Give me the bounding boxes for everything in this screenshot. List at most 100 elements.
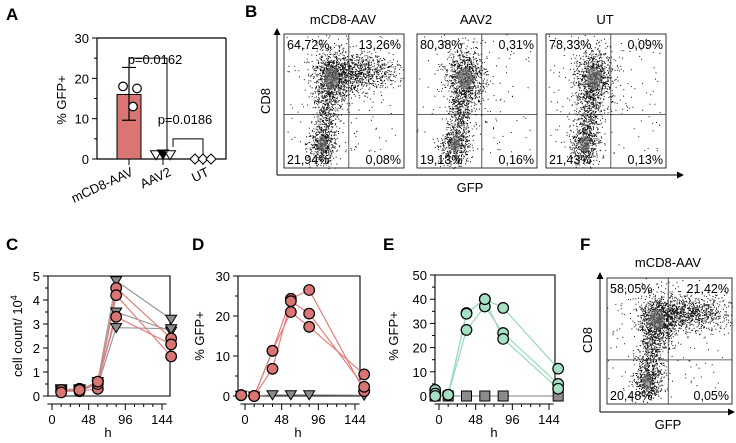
b-mcd8-aav-quadrant-lr: 0,08% — [366, 153, 401, 167]
c-data-point-mcd8-aav — [165, 338, 178, 351]
e-series-line-mcd8-aav — [434, 298, 559, 396]
f-mcd8-aav-quadrant-ul: 58,05% — [610, 282, 652, 296]
a-y-tick-label: 10 — [75, 112, 89, 127]
d-data-point-mcd8-aav — [358, 380, 371, 393]
b-aav2-quadrant-ur: 0,31% — [499, 38, 534, 52]
c-x-tick-label: 48 — [81, 412, 95, 427]
d-series-line-mcd8-aav — [241, 311, 365, 397]
a-category-label: UT — [189, 164, 211, 185]
panel-a-bar-chart: % GFP+ p=0.0162 p=0.0186 mCD8-AAV AAV2 U… — [54, 31, 227, 206]
f-mcd8-aav-quadrant-lr: 0,05% — [694, 389, 729, 403]
f-plot-title: mCD8-AAV — [635, 255, 702, 270]
a-data-point — [163, 150, 177, 161]
panel-b-flow-plots: CD8 GFP mCD8-AAV AAV2 UT 64,72% 13,26% 21,… — [258, 12, 684, 195]
e-data-point-mcd8-aav — [552, 382, 565, 395]
c-data-point-aav2 — [109, 323, 123, 334]
a-pvalue-1: p=0.0162 — [128, 52, 183, 67]
b-aav2-quadrant-lr: 0,16% — [499, 153, 534, 167]
e-series-line-mcd8-aav — [435, 305, 559, 396]
a-significance-bracket — [128, 57, 168, 153]
d-y-tick-label: 0 — [223, 389, 230, 404]
b-y-axis-label: CD8 — [258, 88, 273, 114]
b-aav2-density-core — [457, 67, 473, 89]
b-ut-density-core — [579, 135, 590, 152]
b-ut-plot-box — [545, 33, 667, 169]
panel-label-c: C — [6, 235, 18, 254]
e-data-point-ut — [461, 390, 472, 402]
d-x-axis-label: h — [294, 425, 301, 440]
b-ut-events-scatter — [548, 34, 661, 169]
b-mcd8-aav-quadrant-ur: 13,26% — [359, 38, 401, 52]
b-x-arrow-icon — [677, 171, 684, 179]
d-x-tick-label: 96 — [311, 412, 325, 427]
e-data-point-mcd8-aav — [460, 324, 473, 336]
a-data-point — [149, 150, 163, 161]
c-plot-frame — [47, 275, 171, 397]
panel-f-flow-plot: CD8 GFP mCD8-AAV 58,05% 21,42% 20,48% 0,05% — [580, 255, 735, 432]
c-x-tick-label: 144 — [151, 412, 173, 427]
c-y-axis-label-text: cell count/ 10 — [10, 300, 25, 377]
c-y-tick-label: 4 — [33, 293, 40, 308]
a-data-point — [132, 83, 142, 94]
b-mcd8-aav-quadrant-ul: 64,72% — [287, 38, 329, 52]
c-data-point-mcd8-aav — [110, 289, 123, 302]
e-x-tick-label: 0 — [435, 412, 442, 427]
a-pvalue-2: p=0.0186 — [158, 112, 213, 127]
d-data-point-mcd8-aav — [248, 390, 261, 402]
f-mcd8-aav-density-core — [649, 309, 665, 330]
b-mcd8-aav-events-scatter — [286, 35, 404, 169]
d-series-line-mcd8-aav — [241, 289, 365, 397]
e-y-tick-label: 0 — [420, 389, 427, 404]
b-plot-title: mCD8-AAV — [310, 12, 377, 27]
b-ut-density-core — [586, 67, 602, 89]
d-y-axis-label: % GFP+ — [192, 311, 207, 361]
panel-label-d: D — [192, 235, 204, 254]
f-x-axis-label: GFP — [655, 417, 682, 432]
b-ut-quadrant-lr: 0,13% — [628, 153, 663, 167]
e-x-tick-label: 96 — [505, 412, 519, 427]
d-data-point-mcd8-aav — [235, 389, 248, 402]
a-y-axis-label: % GFP+ — [54, 75, 69, 125]
d-plot-frame — [237, 275, 361, 397]
c-data-point-mcd8-aav — [73, 384, 86, 396]
d-x-tick-label: 48 — [274, 412, 288, 427]
e-data-point-mcd8-aav — [460, 307, 473, 320]
c-data-point-aav2 — [164, 324, 178, 335]
b-ut-quadrant-ul: 78,33% — [549, 38, 591, 52]
b-plot-title: AAV2 — [460, 12, 492, 27]
b-ut-quadrant-ll: 21,43% — [549, 153, 591, 167]
panel-label-a: A — [6, 5, 18, 24]
e-data-point-ut — [497, 390, 509, 402]
panel-e-line-chart: % GFP+ h 0 10 20 30 40 50 0 48 96 144 — [386, 268, 565, 440]
e-x-tick-label: 144 — [538, 412, 560, 427]
b-y-arrow-icon — [273, 28, 281, 35]
b-aav2-quadrant-ul: 80,38% — [420, 38, 462, 52]
d-data-point-mcd8-aav — [266, 362, 279, 375]
c-y-tick-label: 0 — [33, 389, 40, 404]
b-x-axis-label: GFP — [457, 180, 484, 195]
b-axes — [276, 34, 678, 176]
f-mcd8-aav-density-core — [642, 373, 652, 389]
c-y-axis-label-exponent: 4 — [9, 295, 19, 300]
d-data-point-mcd8-aav — [358, 368, 371, 381]
d-data-point-mcd8-aav — [284, 306, 297, 318]
e-data-point-mcd8-aav — [552, 362, 565, 375]
c-y-tick-label: 5 — [33, 269, 40, 284]
c-data-point-mcd8-aav — [110, 310, 123, 323]
c-y-tick-label: 3 — [33, 317, 40, 332]
d-data-point-aav2 — [302, 390, 316, 401]
b-plot-title: UT — [596, 12, 613, 27]
d-data-point-aav2 — [266, 390, 279, 401]
panel-label-f: F — [580, 235, 590, 254]
c-y-tick-label: 1 — [33, 365, 40, 380]
c-y-tick-label: 2 — [33, 341, 40, 356]
d-data-point-mcd8-aav — [303, 284, 316, 296]
f-y-arrow-icon — [596, 272, 604, 279]
f-x-arrow-icon — [728, 408, 735, 416]
e-y-axis-label: % GFP+ — [386, 311, 401, 361]
e-data-point-mcd8-aav — [478, 293, 491, 306]
e-data-point-ut — [479, 390, 491, 402]
c-data-point-mcd8-aav — [91, 375, 104, 388]
e-data-point-mcd8-aav — [497, 332, 510, 345]
a-data-point — [118, 81, 128, 92]
